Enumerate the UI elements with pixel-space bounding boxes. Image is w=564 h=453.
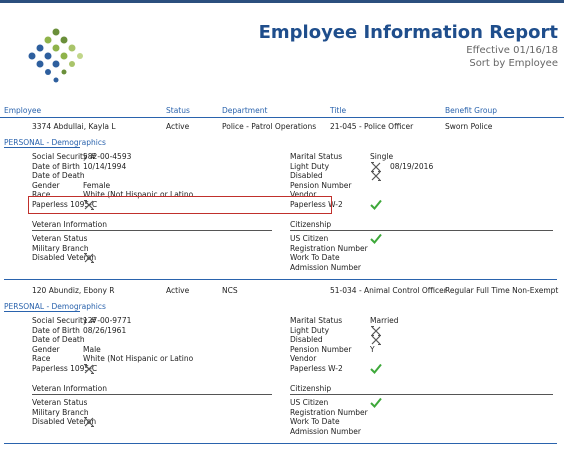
column-header: Employee xyxy=(4,106,42,115)
field-label: Date of Death xyxy=(32,171,85,181)
subsection-heading: Citizenship xyxy=(290,220,332,229)
sort-order: Sort by Employee xyxy=(469,58,558,69)
column-header: Title xyxy=(330,106,347,115)
field-label: Gender xyxy=(32,344,60,354)
subsection-heading: Veteran Information xyxy=(32,384,107,393)
record-employee: 120 Abundiz, Ebony R xyxy=(32,286,115,295)
field-label: Light Duty xyxy=(290,161,330,171)
check-icon xyxy=(370,199,382,210)
field-label: Work To Date xyxy=(290,417,340,427)
field-value: 08/26/1961 xyxy=(83,325,127,335)
field-label: Vendor xyxy=(290,190,317,200)
field-value: Female xyxy=(83,180,111,190)
rule xyxy=(4,279,557,280)
field-label: Paperless W-2 xyxy=(290,364,343,373)
cross-icon xyxy=(371,161,381,172)
record-department: Police - Patrol Operations xyxy=(222,122,317,131)
rule xyxy=(0,117,564,118)
field-label: Work To Date xyxy=(290,253,340,263)
subsection-heading: Veteran Information xyxy=(32,220,107,229)
field-value: 08/19/2016 xyxy=(390,161,434,171)
field-label: Paperless 1095-C xyxy=(32,200,98,209)
field-label: Registration Number xyxy=(290,407,368,417)
check-icon xyxy=(370,233,382,244)
field-label: Pension Number xyxy=(290,180,352,190)
field-label: Light Duty xyxy=(290,325,330,335)
cross-icon xyxy=(371,325,381,336)
field-value: Y xyxy=(370,344,375,354)
rule xyxy=(32,230,272,231)
field-label: US Citizen xyxy=(290,234,329,243)
rule xyxy=(290,230,553,231)
field-label: Disabled xyxy=(290,171,323,181)
record-status: Active xyxy=(166,122,190,131)
section-heading: PERSONAL - Demographics xyxy=(4,138,106,147)
rule xyxy=(290,394,553,395)
cross-icon xyxy=(84,200,94,210)
field-label: Military Branch xyxy=(32,243,89,253)
field-label: Disabled xyxy=(290,335,323,345)
field-label: Veteran Status xyxy=(32,398,88,407)
record-status: Active xyxy=(166,286,190,295)
cross-icon xyxy=(84,417,94,428)
field-value: 582-00-4593 xyxy=(83,152,132,161)
field-label: Paperless W-2 xyxy=(290,200,343,209)
field-value: 10/14/1994 xyxy=(83,161,127,171)
field-label: Vendor xyxy=(290,354,317,364)
column-header: Department xyxy=(222,106,268,115)
highlight-box xyxy=(28,196,332,214)
rule xyxy=(4,147,80,148)
subsection-heading: Citizenship xyxy=(290,384,332,393)
field-value: Single xyxy=(370,152,394,161)
field-label: Disabled Veteran xyxy=(32,253,97,263)
rule xyxy=(4,311,80,312)
logo xyxy=(28,28,83,83)
cross-icon xyxy=(371,171,381,182)
field-label: Admission Number xyxy=(290,262,361,272)
field-label: Date of Birth xyxy=(32,161,80,171)
field-value: Married xyxy=(370,316,399,325)
section-heading: PERSONAL - Demographics xyxy=(4,302,106,311)
record-title: 51-034 - Animal Control Officer xyxy=(330,286,447,295)
rule xyxy=(4,443,557,444)
field-label: Military Branch xyxy=(32,407,89,417)
field-value: 127-00-9771 xyxy=(83,316,132,325)
cross-icon xyxy=(371,335,381,346)
field-label: Marital Status xyxy=(290,152,343,161)
rule xyxy=(32,394,272,395)
report-title: Employee Information Report xyxy=(258,22,558,43)
field-label: Date of Birth xyxy=(32,325,80,335)
field-label: Veteran Status xyxy=(32,234,88,243)
field-label: Disabled Veteran xyxy=(32,417,97,427)
cross-icon xyxy=(84,253,94,264)
field-label: Registration Number xyxy=(290,243,368,253)
record-title: 21-045 - Police Officer xyxy=(330,122,414,131)
field-label: Pension Number xyxy=(290,344,352,354)
column-header: Status xyxy=(166,106,190,115)
check-icon xyxy=(370,397,382,408)
record-department: NCS xyxy=(222,286,238,295)
field-label: Race xyxy=(32,354,51,364)
field-value: White (Not Hispanic or Latino xyxy=(83,354,194,364)
field-label: Date of Death xyxy=(32,335,85,345)
field-label: Social Security # xyxy=(32,316,97,325)
field-value: White (Not Hispanic or Latino xyxy=(83,190,194,200)
record-benefit-group: Sworn Police xyxy=(445,122,493,131)
check-icon xyxy=(370,363,382,374)
field-label: Social Security # xyxy=(32,152,97,161)
record-benefit-group: Regular Full Time Non-Exempt xyxy=(445,286,559,295)
record-employee: 3374 Abdullai, Kayla L xyxy=(32,122,116,131)
field-label: Race xyxy=(32,190,51,200)
field-label: Marital Status xyxy=(290,316,343,325)
top-band xyxy=(0,0,564,3)
effective-date: Effective 01/16/18 xyxy=(466,45,558,56)
field-label: Gender xyxy=(32,180,60,190)
cross-icon xyxy=(84,364,94,374)
field-value: Male xyxy=(83,344,101,354)
field-label: Admission Number xyxy=(290,426,361,436)
column-header: Benefit Group xyxy=(445,106,498,115)
field-label: US Citizen xyxy=(290,398,329,407)
field-label: Paperless 1095-C xyxy=(32,364,98,373)
